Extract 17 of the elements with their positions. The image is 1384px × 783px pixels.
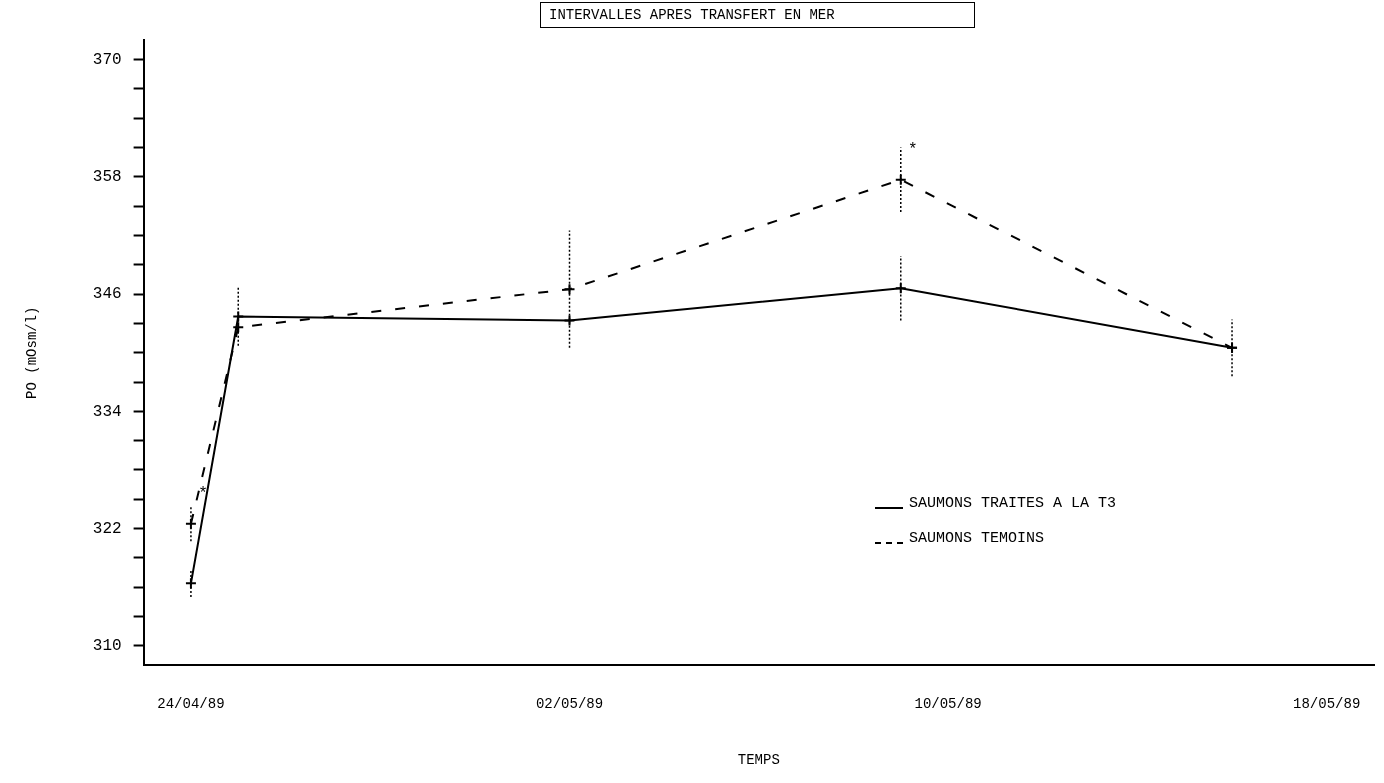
annotation: * bbox=[907, 140, 918, 159]
y-tick-label: 310 bbox=[92, 637, 122, 656]
x-axis-title: TEMPS bbox=[737, 752, 780, 769]
y-tick-label: 370 bbox=[92, 50, 122, 69]
legend-label: SAUMONS TRAITES A LA T3 bbox=[909, 495, 1117, 512]
y-axis-title: PO (mOsm/l) bbox=[24, 306, 41, 399]
x-tick-label: 18/05/89 bbox=[1293, 695, 1361, 712]
x-tick-label: 10/05/89 bbox=[914, 695, 982, 712]
legend-label: SAUMONS TEMOINS bbox=[909, 530, 1045, 547]
y-tick-label: 322 bbox=[92, 519, 122, 538]
x-tick-label: 02/05/89 bbox=[535, 695, 604, 712]
y-tick-label: 358 bbox=[92, 168, 122, 187]
x-tick-label: 24/04/89 bbox=[157, 695, 225, 712]
y-tick-label: 346 bbox=[92, 285, 122, 304]
annotation: * bbox=[198, 484, 208, 503]
chart-title: INTERVALLES APRES TRANSFERT EN MER bbox=[540, 2, 975, 28]
y-tick-label: 334 bbox=[92, 402, 122, 421]
